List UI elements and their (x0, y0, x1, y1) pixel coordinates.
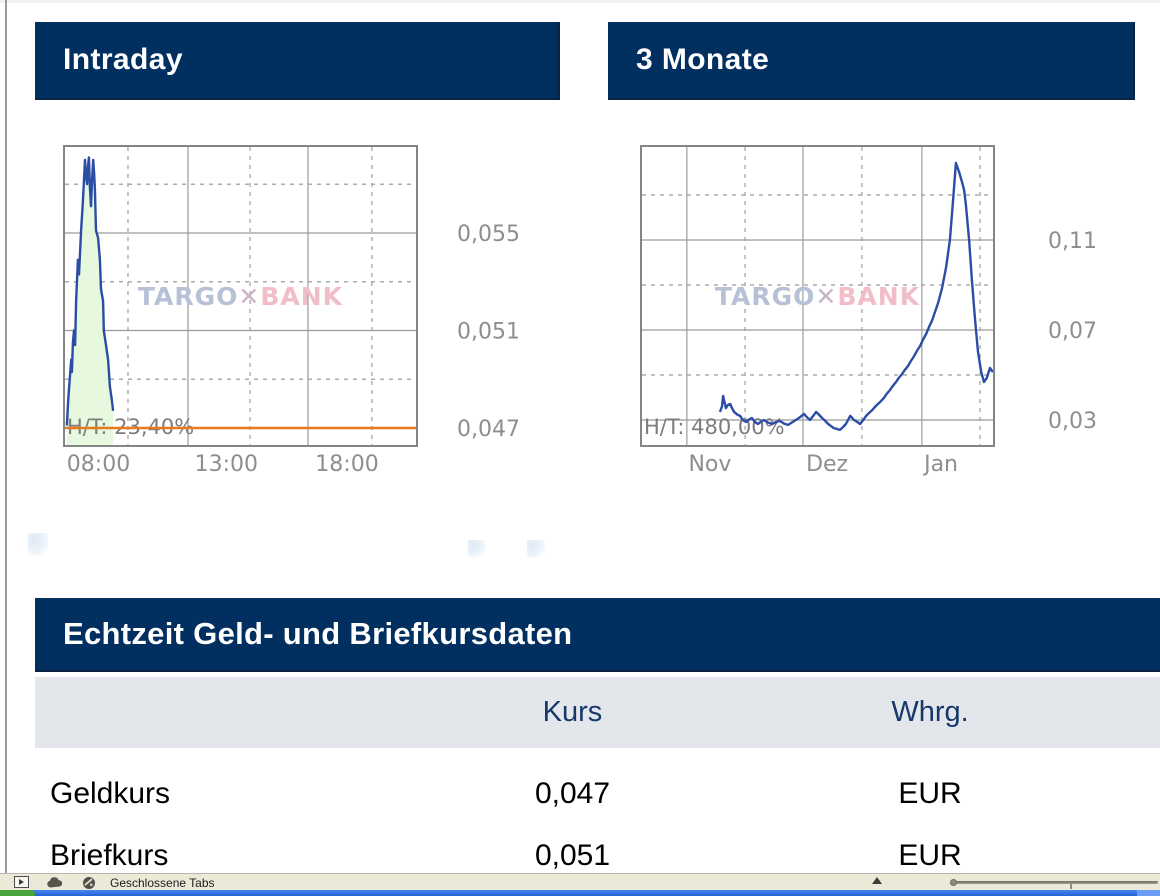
geldkurs-value: 0,047 (534, 777, 611, 810)
taskbar-corner (1137, 890, 1160, 896)
svg-text:TARGO✕BANK: TARGO✕BANK (715, 282, 921, 311)
window-border (5, 0, 7, 873)
svg-text:TARGO✕BANK: TARGO✕BANK (138, 282, 344, 311)
closed-tabs-icon[interactable] (82, 876, 96, 890)
svg-text:0,11: 0,11 (1048, 229, 1097, 254)
quotes-table-header: Kurs Whrg. (35, 677, 1160, 748)
briefkurs-label: Briefkurs (50, 839, 169, 872)
three-months-title: 3 Monate (636, 43, 770, 76)
svg-text:Jan: Jan (922, 452, 958, 477)
svg-text:0,047: 0,047 (457, 417, 520, 442)
zoom-slider-knob[interactable] (950, 879, 957, 886)
svg-text:0,055: 0,055 (457, 222, 520, 247)
briefkurs-currency: EUR (898, 839, 962, 872)
svg-text:H/T: 480,00%: H/T: 480,00% (644, 415, 785, 439)
svg-text:0,03: 0,03 (1048, 409, 1097, 434)
briefkurs-value: 0,051 (534, 839, 611, 872)
browser-statusbar: Geschlossene Tabs (0, 873, 1160, 890)
svg-text:Dez: Dez (806, 452, 848, 477)
geldkurs-currency: EUR (898, 777, 962, 810)
cloud-icon[interactable] (46, 877, 64, 888)
column-header-whrg: Whrg. (891, 696, 969, 728)
geldkurs-label: Geldkurs (50, 777, 171, 810)
zoom-slider[interactable] (950, 879, 1158, 889)
page-artifact (468, 540, 486, 558)
page-artifact (527, 540, 545, 558)
svg-text:0,051: 0,051 (457, 319, 520, 344)
zoom-slider-tick (1070, 884, 1072, 889)
page-artifact (28, 533, 48, 557)
collapse-statusbar-button[interactable] (872, 877, 882, 884)
panel-arrow-icon (19, 879, 24, 885)
three-months-chart: TARGO✕BANK H/T: 480,00% 0,11 0,07 0,03 Nov Dez… (640, 145, 1097, 477)
svg-text:18:00: 18:00 (315, 452, 378, 477)
svg-text:Nov: Nov (688, 452, 731, 477)
top-strip (0, 0, 1160, 3)
svg-text:0,07: 0,07 (1048, 319, 1097, 344)
quotes-section-header: Echtzeit Geld- und Briefkursdaten (35, 598, 1160, 672)
closed-tabs-label[interactable]: Geschlossene Tabs (110, 876, 215, 890)
svg-text:08:00: 08:00 (67, 452, 130, 477)
quotes-section-title: Echtzeit Geld- und Briefkursdaten (63, 616, 573, 651)
three-months-panel-header: 3 Monate (608, 22, 1135, 100)
table-row: Geldkurs 0,047 EUR (35, 763, 1160, 825)
intraday-title: Intraday (63, 43, 183, 76)
intraday-panel-header: Intraday (35, 22, 560, 100)
start-button-fragment[interactable] (0, 890, 35, 896)
column-header-kurs: Kurs (542, 696, 603, 728)
taskbar-strip (0, 890, 1160, 896)
svg-text:13:00: 13:00 (195, 452, 258, 477)
show-panels-button[interactable] (14, 876, 29, 888)
